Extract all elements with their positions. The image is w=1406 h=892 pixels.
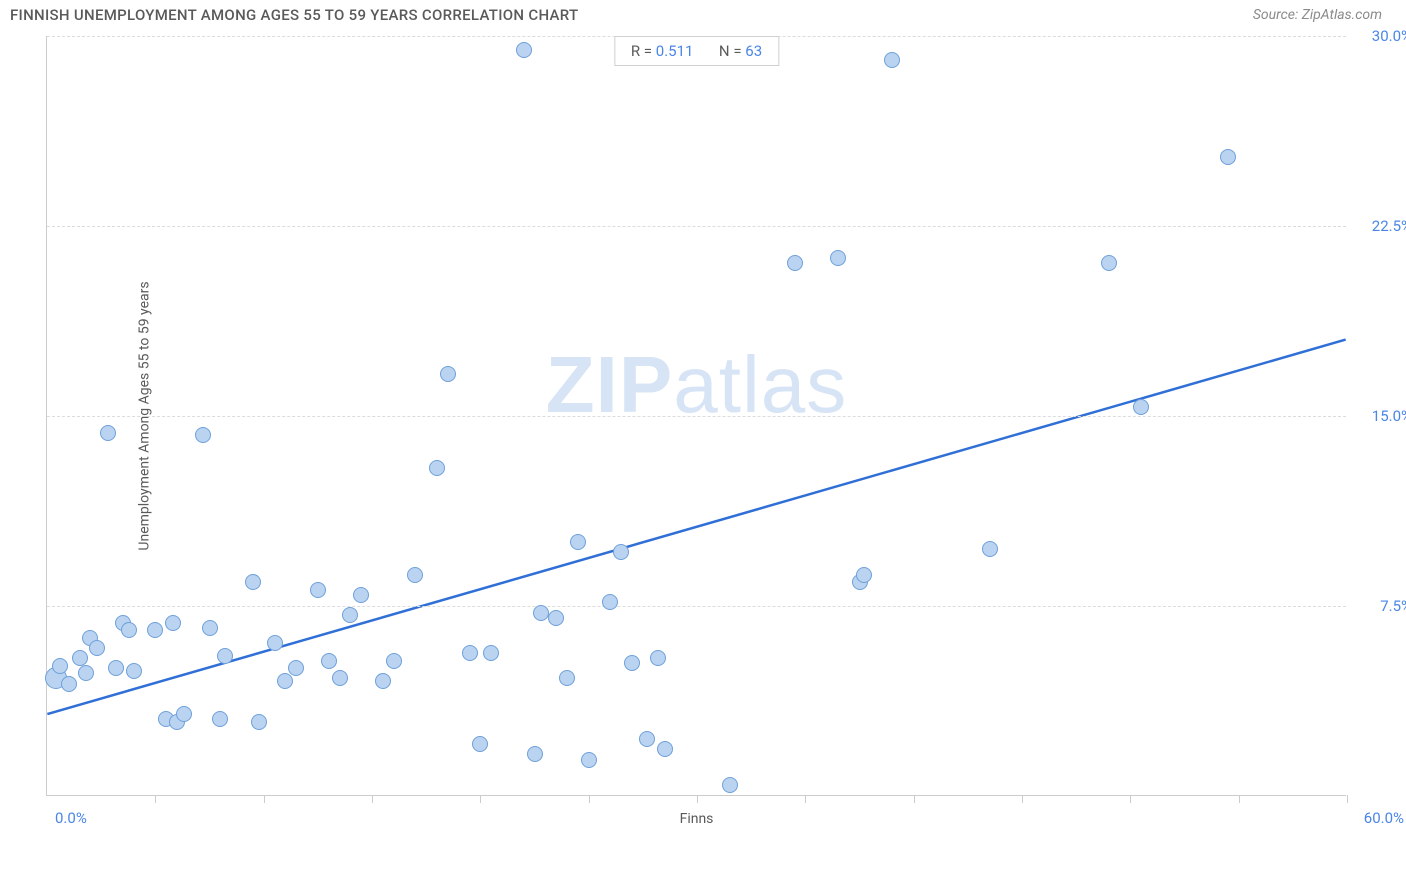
scatter-point [982,541,998,557]
chart-container: Unemployment Among Ages 55 to 59 years Z… [36,36,1396,796]
scatter-point [332,670,348,686]
x-axis-end-label: 60.0% [1364,809,1404,827]
y-tick-label: 30.0% [1372,27,1406,45]
scatter-point [165,615,181,631]
gridline [47,606,1346,607]
scatter-point [613,544,629,560]
scatter-point [78,665,94,681]
scatter-point [429,460,445,476]
x-tick [1130,795,1131,803]
scatter-point [602,594,618,610]
x-axis-start-label: 0.0% [55,809,87,827]
x-tick [264,795,265,803]
scatter-point [570,534,586,550]
plot-area: ZIPatlas R = 0.511 N = 63 0.0% 60.0% Fin… [46,36,1346,796]
scatter-point [310,582,326,598]
scatter-point [407,567,423,583]
scatter-point [100,425,116,441]
scatter-point [245,574,261,590]
scatter-point [147,622,163,638]
scatter-point [375,673,391,689]
scatter-point [483,645,499,661]
scatter-point [121,622,137,638]
scatter-point [353,587,369,603]
scatter-point [830,250,846,266]
scatter-point [856,567,872,583]
n-value: 63 [745,42,762,60]
chart-title: FINNISH UNEMPLOYMENT AMONG AGES 55 TO 59… [10,6,578,24]
scatter-point [533,605,549,621]
x-tick [480,795,481,803]
x-tick [697,795,698,803]
scatter-point [787,255,803,271]
y-tick-label: 15.0% [1372,407,1406,425]
scatter-point [722,777,738,793]
scatter-point [72,650,88,666]
scatter-point [516,42,532,58]
scatter-point [61,676,77,692]
scatter-point [288,660,304,676]
scatter-point [267,635,283,651]
stats-box: R = 0.511 N = 63 [614,36,779,66]
x-tick [1239,795,1240,803]
scatter-point [650,650,666,666]
n-label: N = [719,42,745,60]
scatter-point [1101,255,1117,271]
scatter-point [126,663,142,679]
x-tick [1347,795,1348,803]
scatter-point [581,752,597,768]
source-name: ZipAtlas.com [1302,7,1382,23]
scatter-point [639,731,655,747]
x-tick [805,795,806,803]
x-tick [372,795,373,803]
r-label: R = [631,42,656,60]
scatter-point [251,714,267,730]
scatter-point [462,645,478,661]
x-tick [155,795,156,803]
scatter-point [657,741,673,757]
x-tick [1022,795,1023,803]
x-tick [589,795,590,803]
scatter-point [217,648,233,664]
scatter-point [1220,149,1236,165]
watermark: ZIPatlas [546,339,847,431]
r-value: 0.511 [656,42,694,60]
scatter-point [89,640,105,656]
scatter-point [277,673,293,689]
scatter-point [386,653,402,669]
scatter-point [472,736,488,752]
y-tick-label: 22.5% [1372,217,1406,235]
scatter-point [52,658,68,674]
scatter-point [527,746,543,762]
scatter-point [1133,399,1149,415]
scatter-point [548,610,564,626]
scatter-point [624,655,640,671]
scatter-point [176,706,192,722]
source-attribution: Source: ZipAtlas.com [1253,7,1382,23]
gridline [47,226,1346,227]
scatter-point [195,427,211,443]
scatter-point [342,607,358,623]
scatter-point [212,711,228,727]
x-axis-label: Finns [680,811,714,827]
x-tick [914,795,915,803]
scatter-point [202,620,218,636]
scatter-point [321,653,337,669]
source-prefix: Source: [1253,7,1302,23]
scatter-point [440,366,456,382]
header: FINNISH UNEMPLOYMENT AMONG AGES 55 TO 59… [0,0,1406,28]
scatter-point [559,670,575,686]
gridline [47,416,1346,417]
scatter-point [884,52,900,68]
y-tick-label: 7.5% [1380,597,1406,615]
scatter-point [108,660,124,676]
